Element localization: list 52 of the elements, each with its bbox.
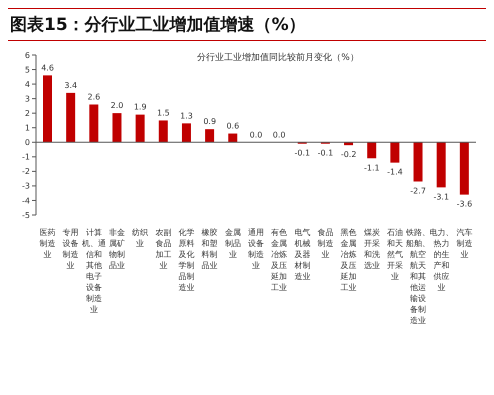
- x-tick-label: 化学原料及化学制品制造业: [178, 228, 195, 292]
- data-label: -0.2: [340, 150, 356, 160]
- data-label: -0.1: [294, 148, 310, 158]
- data-label: -0.1: [318, 148, 334, 158]
- x-tick-label: 有色金属冶炼及压延加工业: [270, 228, 288, 292]
- y-tick-label: 3: [24, 94, 30, 104]
- y-tick-label: 5: [24, 65, 30, 74]
- x-tick-label: 医药制造业: [40, 228, 56, 259]
- data-label: 0.9: [203, 117, 216, 126]
- data-label: 3.4: [64, 80, 78, 90]
- x-tick-label: 电力、热力的生产和供应业: [429, 228, 454, 292]
- x-tick-label: 通用设备制造业: [248, 228, 264, 270]
- x-tick-label: 金属制品业: [224, 228, 241, 259]
- x-tick-label: 黑色金属冶炼及压延加工业: [340, 228, 357, 292]
- y-tick-label: -4: [22, 196, 30, 206]
- data-label: 0.6: [226, 122, 240, 131]
- x-tick-label: 非金属矿物制品业: [109, 228, 126, 270]
- data-label: 1.5: [157, 108, 170, 118]
- y-tick-label: -1: [22, 152, 30, 162]
- data-label: 2.6: [88, 92, 100, 102]
- y-tick-label: 2: [24, 109, 30, 118]
- data-label: -2.7: [410, 186, 426, 196]
- category-label: 铁路、船舶、航空航天和其他运输设备制造业: [406, 228, 430, 325]
- x-tick-label: 汽车制造业: [456, 228, 472, 259]
- chart-subtitle: 分行业工业增加值同比较前月变化（%）: [196, 52, 360, 64]
- data-label: -1.1: [364, 163, 380, 172]
- data-label: 0.0: [272, 130, 286, 140]
- x-tick-label: 煤炭开采和洗选业: [364, 228, 380, 270]
- data-label: -3.6: [456, 200, 472, 209]
- data-label: -3.1: [433, 192, 450, 202]
- data-label: 0.0: [250, 130, 262, 140]
- x-tick-label: 食品制造业: [317, 228, 334, 259]
- x-tick-label: 计算机、通信和其他电子设备制造业: [82, 228, 106, 314]
- data-label: 1.9: [134, 102, 147, 112]
- x-tick-label: 专用设备制造业: [62, 228, 79, 270]
- x-tick-label: 橡胶和塑料制品业: [202, 228, 218, 270]
- y-tick-label: 1: [24, 124, 30, 133]
- y-tick-label: -5: [22, 210, 30, 220]
- y-tick-label: 0: [24, 138, 30, 148]
- y-tick-label: -3: [22, 182, 30, 191]
- data-label: 4.6: [41, 63, 54, 72]
- x-tick-label: 纺织业: [132, 228, 148, 248]
- x-tick-label: 电气机械及器材制造业: [293, 228, 310, 281]
- data-label: 2.0: [110, 101, 124, 110]
- x-tick-label: 石油和天然气开采业: [386, 228, 403, 281]
- data-label: -1.4: [387, 168, 403, 177]
- x-tick-label: 农副食品加工业: [155, 228, 172, 270]
- y-tick-label: 4: [24, 80, 30, 89]
- chart-title: 图表15：分行业工业增加值增速（%）: [10, 14, 307, 36]
- y-tick-label: 6: [24, 50, 30, 60]
- data-label: 1.3: [180, 111, 193, 120]
- y-tick-label: -2: [22, 167, 30, 176]
